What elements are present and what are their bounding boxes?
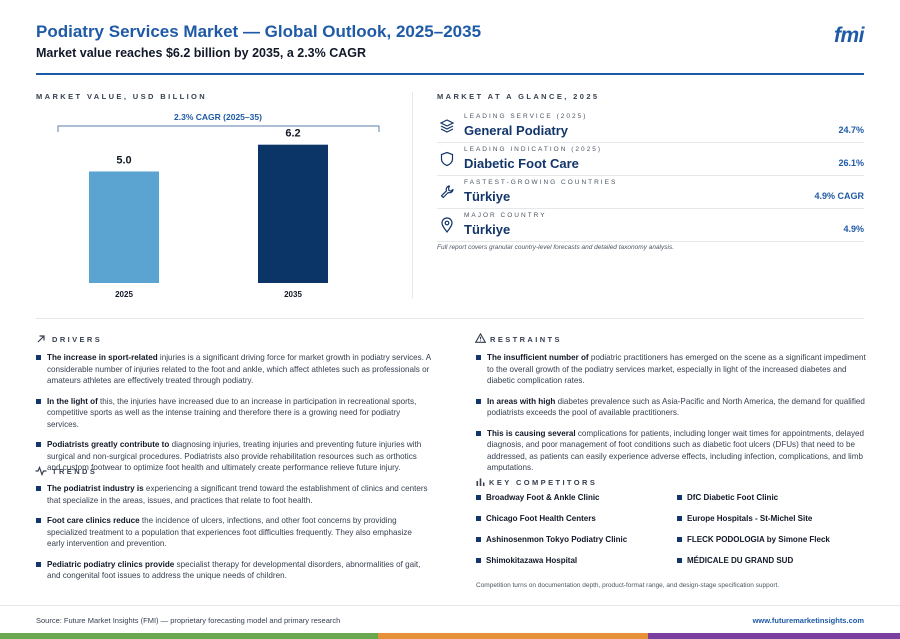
list-item: In areas with high diabetes prevalence s… [476,396,866,419]
trends-list: The podiatrist industry is experiencing … [36,483,431,591]
glance-stat: 4.9% [843,224,864,234]
market-value-heading: MARKET VALUE, USD BILLION [36,92,208,101]
header-divider [36,73,864,75]
glance-value: Türkiye [464,222,511,237]
cagr-bracket [57,125,380,132]
glance-stat: 24.7% [838,125,864,135]
footer-divider [0,605,900,606]
competitor-item: Shimokitazawa Hospital [476,556,577,565]
competitor-item: Europe Hospitals - St-Michel Site [677,514,812,523]
item-lead: The increase in sport-related [47,353,158,362]
item-text: experiencing a significant trend toward … [47,484,428,505]
website-link[interactable]: www.futuremarketinsights.com [752,616,864,625]
pulse-icon [35,466,47,476]
list-item: The increase in sport-related injuries i… [36,352,431,387]
glance-item-major-country: MAJOR COUNTRY Türkiye 4.9% [437,209,864,242]
glance-note: Full report covers granular country-leve… [437,244,675,251]
glance-stat: 4.9% CAGR [814,191,864,201]
list-item: Pediatric podiatry clinics provide speci… [36,559,431,582]
competitors-heading: KEY COMPETITORS [489,478,598,487]
item-lead: The insufficient number of [487,353,589,362]
glance-value: General Podiatry [464,123,569,138]
item-lead: The podiatrist industry is [47,484,144,493]
item-text: the incidence of ulcers, infections, and… [47,516,412,548]
glance-item-leading-indication: LEADING INDICATION (2025) Diabetic Foot … [437,143,864,176]
glance-value: Türkiye [464,189,511,204]
glance-label: MAJOR COUNTRY [464,212,547,219]
glance-item-fastest-growing: FASTEST-GROWING COUNTRIES Türkiye 4.9% C… [437,176,864,209]
item-lead: In the light of [47,396,98,406]
drivers-list: The increase in sport-related injuries i… [36,352,431,483]
item-text: podiatric practitioners has emerged on t… [487,353,866,385]
strip-segment [378,633,648,639]
bar-2035 [258,144,328,283]
competitor-item: Chicago Foot Health Centers [476,514,596,523]
competitor-item: DfC Diabetic Foot Clinic [677,493,778,502]
item-lead: Pediatric podiatry clinics provide [47,559,175,569]
list-item: The insufficient number of podiatric pra… [476,352,866,387]
warning-icon [475,333,486,343]
cagr-annotation: 2.3% CAGR (2025–35) [174,112,262,122]
item-text: diagnosing injuries, treating injuries a… [47,440,422,472]
strip-segment [648,633,900,639]
strip-segment [0,633,378,639]
list-item: This is causing several complications fo… [476,428,866,474]
x-tick-label: 2025 [115,290,133,299]
glance-label: FASTEST-GROWING COUNTRIES [464,179,618,186]
list-item: Foot care clinics reduce the incidence o… [36,515,431,550]
list-item: Podiatrists greatly contribute to diagno… [36,439,431,474]
drivers-heading: DRIVERS [52,335,103,344]
item-text: specialist therapy for developmental dis… [47,559,421,581]
bar-value-label: 6.2 [285,128,300,140]
vertical-divider [412,92,413,298]
layers-icon [439,119,455,133]
shield-icon [440,151,454,167]
glance-label: LEADING INDICATION (2025) [464,146,603,153]
report-header: Podiatry Services Market — Global Outloo… [0,0,900,76]
market-value-bar-chart: 2.3% CAGR (2025–35) 5.0 2025 6.2 2035 [57,112,380,299]
restraints-list: The insufficient number of podiatric pra… [476,352,866,483]
market-glance-list: LEADING SERVICE (2025) General Podiatry … [437,110,864,242]
item-text: complications for patients, including lo… [487,428,865,473]
list-item: In the light of this, the injuries have … [36,396,431,431]
item-text: diabetes prevalence such as Asia-Pacific… [487,396,865,418]
market-glance-heading: MARKET AT A GLANCE, 2025 [437,92,600,101]
competitor-item: Broadway Foot & Ankle Clinic [476,493,600,502]
source-note: Source: Future Market Insights (FMI) — p… [36,616,341,625]
list-item: The podiatrist industry is experiencing … [36,483,431,506]
item-lead: Foot care clinics reduce [47,516,140,525]
item-lead: Podiatrists greatly contribute to [47,440,170,449]
bar-2025 [89,171,159,283]
glance-stat: 26.1% [838,158,864,168]
glance-label: LEADING SERVICE (2025) [464,113,588,120]
item-text: this, the injuries have increased due to… [47,396,417,429]
page-subtitle: Market value reaches $6.2 billion by 203… [36,46,367,60]
footer-color-strip [0,633,900,639]
competitors-note: Competition turns on documentation depth… [476,582,780,589]
x-tick-label: 2035 [284,290,302,299]
competitor-item: MÉDICALE DU GRAND SUD [677,556,793,565]
item-lead: In areas with high [487,396,556,406]
item-text: injuries is a significant driving force … [47,353,431,385]
trends-heading: TRENDS [52,467,98,476]
item-lead: This is causing several [487,428,576,438]
location-pin-icon [441,217,453,233]
glance-value: Diabetic Foot Care [464,156,579,171]
page-title: Podiatry Services Market — Global Outloo… [36,22,482,41]
competitor-item: FLECK PODOLOGIA by Simone Fleck [677,535,830,544]
competitor-item: Ashinosenmon Tokyo Podiatry Clinic [476,535,627,544]
fmi-logo: fmi [834,24,865,47]
arrow-up-right-icon [37,335,45,343]
bar-value-label: 5.0 [116,154,131,166]
restraints-heading: RESTRAINTS [490,335,562,344]
wrench-icon [440,185,454,199]
section-divider [36,318,864,319]
bar-chart-icon [476,478,485,486]
glance-item-leading-service: LEADING SERVICE (2025) General Podiatry … [437,110,864,143]
